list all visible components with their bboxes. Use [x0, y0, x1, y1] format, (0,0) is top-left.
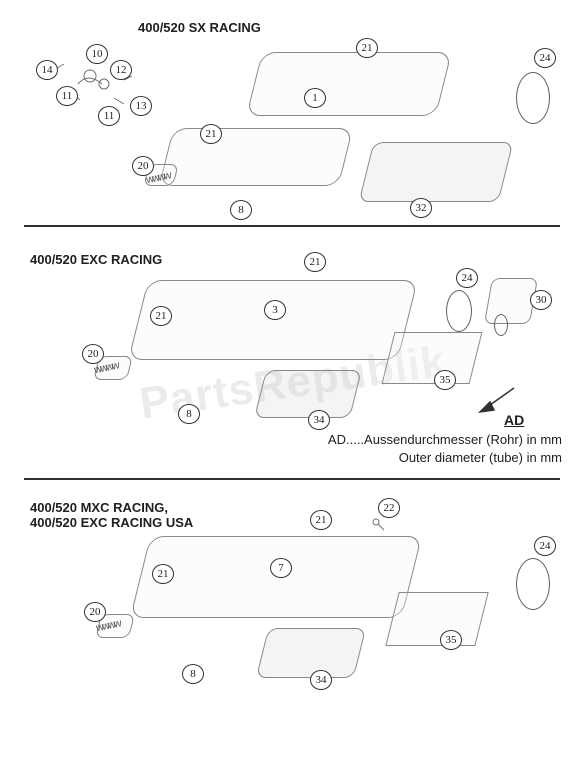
packing-35-exc: [382, 332, 483, 384]
callout-21: 21: [200, 124, 222, 144]
callout-34: 34: [310, 670, 332, 690]
divider-2: [24, 478, 560, 480]
callout-12: 12: [110, 60, 132, 80]
callout-21: 21: [356, 38, 378, 58]
divider-1: [24, 225, 560, 227]
callout-1: 1: [304, 88, 326, 108]
callout-7: 7: [270, 558, 292, 578]
callout-20: 20: [82, 344, 104, 364]
o-ring-mxc: [516, 558, 550, 610]
callout-8: 8: [182, 664, 204, 684]
muffler-exc: [128, 280, 418, 360]
callout-21: 21: [152, 564, 174, 584]
callout-21: 21: [310, 510, 332, 530]
packing-34-mxc: [256, 628, 366, 678]
o-ring-sx: [516, 72, 550, 124]
callout-30: 30: [530, 290, 552, 310]
callout-11: 11: [98, 106, 120, 126]
section1-title: 400/520 SX RACING: [138, 20, 261, 35]
callout-34: 34: [308, 410, 330, 430]
section2-title: 400/520 EXC RACING: [30, 252, 162, 267]
callout-35: 35: [440, 630, 462, 650]
muffler-sx-lower: [159, 128, 353, 186]
callout-21: 21: [150, 306, 172, 326]
callout-10: 10: [86, 44, 108, 64]
callout-14: 14: [36, 60, 58, 80]
callout-22: 22: [378, 498, 400, 518]
callout-11: 11: [56, 86, 78, 106]
callout-13: 13: [130, 96, 152, 116]
ad-note-1: AD.....Aussendurchmesser (Rohr) in mm: [302, 432, 562, 447]
packing-34-exc: [254, 370, 362, 418]
callout-32: 32: [410, 198, 432, 218]
callout-24: 24: [534, 536, 556, 556]
o-ring-exc: [446, 290, 472, 332]
section3-title: 400/520 MXC RACING, 400/520 EXC RACING U…: [30, 500, 193, 530]
endcap-ring-exc: [494, 314, 508, 336]
callout-24: 24: [456, 268, 478, 288]
callout-3: 3: [264, 300, 286, 320]
callout-24: 24: [534, 48, 556, 68]
callout-21: 21: [304, 252, 326, 272]
callout-35: 35: [434, 370, 456, 390]
ad-note-2: Outer diameter (tube) in mm: [302, 450, 562, 465]
muffler-sx-upper: [246, 52, 452, 116]
ad-label: AD: [504, 412, 524, 428]
callout-8: 8: [178, 404, 200, 424]
callout-20: 20: [132, 156, 154, 176]
packing-sx: [359, 142, 514, 202]
callout-8: 8: [230, 200, 252, 220]
callout-20: 20: [84, 602, 106, 622]
packing-35-mxc: [385, 592, 488, 646]
